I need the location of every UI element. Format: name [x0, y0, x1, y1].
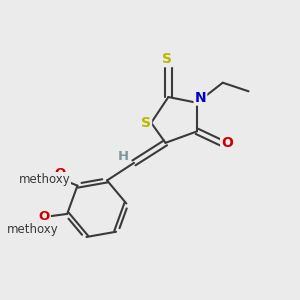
Text: methoxy: methoxy — [19, 172, 70, 186]
Text: H: H — [118, 150, 129, 163]
Text: methoxy: methoxy — [7, 223, 59, 236]
Text: S: S — [141, 116, 151, 130]
Text: O: O — [221, 136, 233, 150]
Text: methoxy: methoxy — [42, 183, 49, 184]
Text: O: O — [39, 210, 50, 223]
Text: O: O — [55, 167, 66, 180]
Text: S: S — [162, 52, 172, 66]
Text: methoxy: methoxy — [44, 183, 51, 184]
Text: methoxy: methoxy — [40, 183, 46, 184]
Text: N: N — [195, 91, 206, 105]
